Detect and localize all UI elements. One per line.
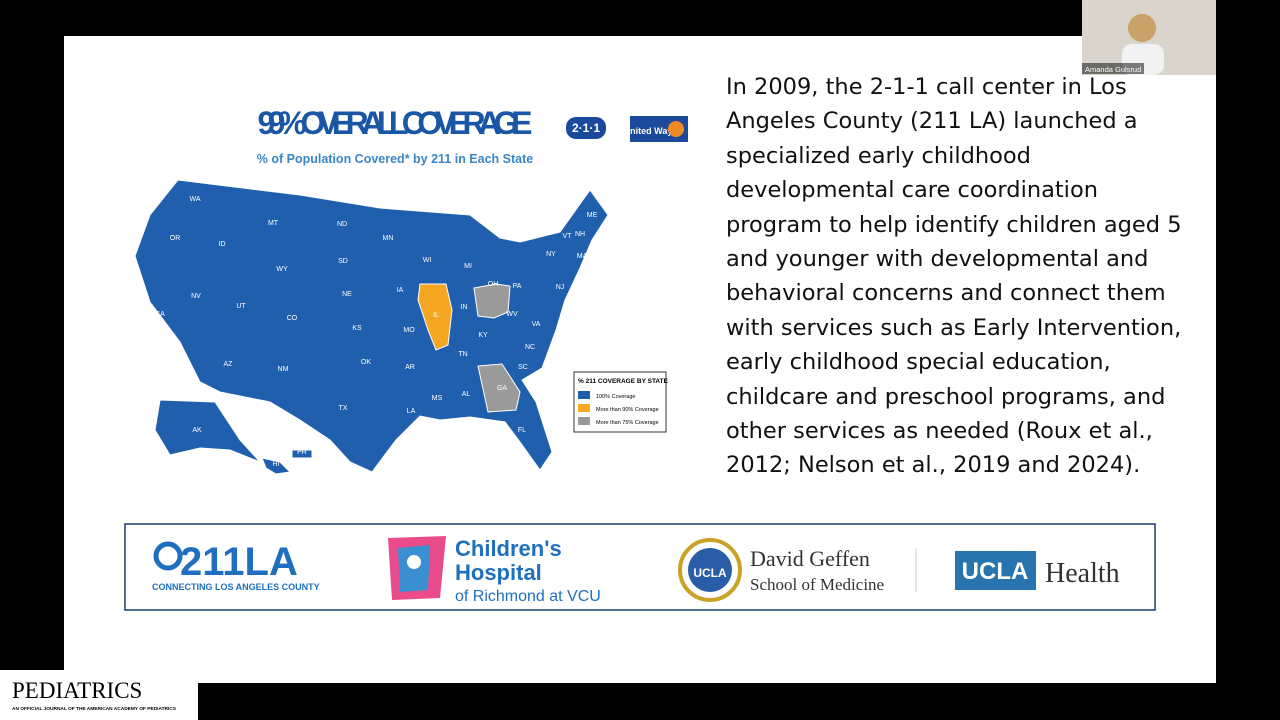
puerto-rico <box>291 449 313 459</box>
state-label: IL <box>433 312 439 319</box>
state-label: MI <box>464 263 472 270</box>
state-label: WI <box>423 257 432 264</box>
state-label: SD <box>338 258 348 265</box>
state-label: ID <box>219 241 226 248</box>
state-label: MA <box>577 253 588 260</box>
state-label: VA <box>532 321 541 328</box>
state-label: NH <box>575 231 585 238</box>
state-label: IA <box>397 287 404 294</box>
state-label: LA <box>407 408 416 415</box>
state-label: CO <box>287 315 298 322</box>
state-label: AK <box>192 427 202 434</box>
chor-line1: Children's <box>455 536 562 561</box>
ucla-health-ucla: UCLA <box>962 558 1029 585</box>
legend-item: More than 75% Coverage <box>596 420 659 426</box>
state-label: FL <box>518 427 526 434</box>
logo-211 <box>566 117 606 139</box>
state-label: MT <box>268 220 279 227</box>
chor-line3: of Richmond at VCU <box>455 588 601 605</box>
state-label: GA <box>497 385 507 392</box>
legend-item: 100% Coverage <box>596 394 635 400</box>
logo-211-text: 2·1·1 <box>572 121 600 135</box>
state-label: NM <box>278 366 289 373</box>
legend-swatch <box>578 404 590 412</box>
state-label: WV <box>506 311 518 318</box>
state-oh <box>473 283 511 319</box>
legend-swatch <box>578 391 590 399</box>
state-label: CA <box>155 311 165 318</box>
state-label: NV <box>191 293 201 300</box>
chor-line2: Hospital <box>455 560 542 585</box>
state-label: SC <box>518 364 528 371</box>
ucla-health-health: Health <box>1045 558 1120 589</box>
state-label: KS <box>352 325 362 332</box>
state-label: OH <box>488 281 499 288</box>
state-label: TX <box>339 405 348 412</box>
state-label: OR <box>170 235 181 242</box>
state-label: OK <box>361 359 371 366</box>
state-label: TN <box>458 351 467 358</box>
state-label: HI <box>273 461 280 468</box>
state-label: UT <box>236 303 246 310</box>
logo-211la-tagline: CONNECTING LOS ANGELES COUNTY <box>152 582 320 592</box>
ucla-seal: UCLA <box>693 566 727 580</box>
journal-tagline: AN OFFICIAL JOURNAL OF THE AMERICAN ACAD… <box>12 706 177 712</box>
state-label: AZ <box>224 361 234 368</box>
state-label: NY <box>546 251 556 258</box>
slide-paragraph: In 2009, the 2-1-1 call center in Los An… <box>726 74 1182 479</box>
state-label: WA <box>189 196 200 203</box>
journal-logo <box>0 670 198 720</box>
state-label: MS <box>432 395 443 402</box>
state-label: NJ <box>556 284 565 291</box>
state-label: ME <box>587 212 598 219</box>
state-label: DE <box>565 300 575 307</box>
state-label: IN <box>461 304 468 311</box>
state-label: NE <box>342 291 352 298</box>
state-label: KY <box>478 332 488 339</box>
state-ga <box>477 363 521 413</box>
state-label: VT <box>563 233 573 240</box>
state-label: RI <box>587 265 594 272</box>
legend-title: % 211 COVERAGE BY STATE <box>578 378 669 385</box>
legend: 100% Coverage More than 90% Coverage More … <box>578 391 659 426</box>
state-label: ND <box>337 221 347 228</box>
state-label: MN <box>383 235 394 242</box>
state-il <box>417 283 453 351</box>
participant-name: Amanda Gulsrud <box>1085 65 1141 74</box>
state-label: PA <box>513 283 522 290</box>
hawaii <box>261 457 292 475</box>
state-labels: WA OR CA NV ID MT WY UT AZ CO NM ND SD NE KS OK TX MN IA MO… <box>155 196 597 468</box>
logo-united-way-text: United Way <box>624 126 673 136</box>
alaska <box>154 399 261 463</box>
state-label: WY <box>276 266 288 273</box>
state-label: AR <box>405 364 415 371</box>
state-label: NC <box>525 344 535 351</box>
journal-name: PEDIATRICS <box>12 678 142 703</box>
geffen-line1: David Geffen <box>750 546 870 571</box>
map-title: 99% OVERALL COVERAGE <box>258 105 533 141</box>
state-label: PR <box>297 449 307 456</box>
logo-211la: 211LA <box>180 540 298 584</box>
map-subtitle: % of Population Covered* by 211 in Each … <box>257 152 534 166</box>
state-label: AL <box>462 391 471 398</box>
legend-swatch <box>578 417 590 425</box>
state-label: MO <box>403 327 415 334</box>
legend-item: More than 90% Coverage <box>596 407 659 413</box>
geffen-line2: School of Medicine <box>750 575 884 594</box>
